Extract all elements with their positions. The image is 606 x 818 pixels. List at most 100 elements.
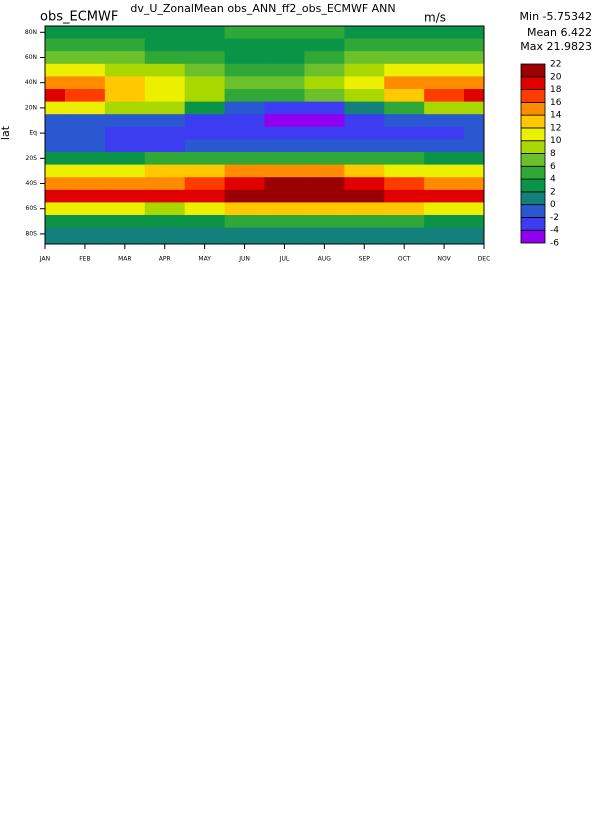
contour-cell [45,63,66,77]
colorbar-label: 12 [550,123,561,133]
contour-cell [304,63,345,77]
contour-cell [384,177,425,191]
contour-cell [264,26,305,40]
contour-cell [464,177,485,191]
y-tick-label: 20S [26,155,38,162]
contour-cell [264,139,305,153]
left-label: obs_ECMWF [40,10,118,25]
contour-cell [304,227,345,245]
contour-cell [64,89,106,103]
contour-cell [184,152,226,166]
chart-title: dv_U_ZonalMean obs_ANN_ff2_obs_ECMWF ANN [130,2,395,15]
colorbar-box [520,165,546,180]
contour-cell [45,51,66,65]
contour-cell [104,152,146,166]
colorbar-box [520,63,546,78]
colorbar-label: 0 [550,200,556,210]
colorbar-label: -2 [550,213,559,223]
colorbar-box [520,114,546,129]
contour-cell [184,189,226,203]
contour-cell [45,38,66,52]
contour-cell [424,101,465,115]
contour-cell [144,101,186,115]
contour-cell [64,152,106,166]
contour-cell [45,189,66,203]
contour-cell [184,177,226,191]
contour-cell [264,177,305,191]
contour-cell [184,126,226,140]
contour-cell [424,126,465,140]
contour-cell [464,26,485,40]
stat: Mean 6.422 [527,26,592,39]
contour-cell [184,51,226,65]
contour-cell [45,126,66,140]
contour-cell [304,76,345,90]
contour-cell [464,189,485,203]
contour-cell [264,152,305,166]
contour-cell [384,152,425,166]
colorbar-label: 2 [550,187,556,197]
contour-cell [344,215,385,229]
contour-cell [104,164,146,178]
contour-cell [464,215,485,229]
contour-cell [224,89,265,103]
stat: Max 21.9823 [520,40,592,53]
contour-cell [344,152,385,166]
contour-cell [184,63,226,77]
y-tick-label: Eq [29,130,37,137]
contour-cell [304,177,345,191]
contour-cell [264,164,305,178]
contour-cell [344,202,385,216]
x-tick-label: MAR [118,256,131,263]
contour-cell [304,126,345,140]
contour-cell [104,38,146,52]
contour-cell [144,139,186,153]
contour-cell [304,26,345,40]
contour-cell [384,63,425,77]
y-tick-label: 60S [26,205,38,212]
contour-cell [344,101,385,115]
contour-cell [144,89,186,103]
contour-cell [264,89,305,103]
contour-cell [384,26,425,40]
contour-cell [344,189,385,203]
contour-cell [384,202,425,216]
contour-cell [384,101,425,115]
contour-cell [424,152,465,166]
contour-cell [224,126,265,140]
contour-cell [384,227,425,245]
contour-cell [64,63,106,77]
y-tick-label: 20N [25,104,37,111]
contour-cell [464,114,485,128]
contour-cell [64,38,106,52]
x-tick-label: JUL [279,256,290,263]
contour-cell [64,26,106,40]
contour-cell [64,51,106,65]
contour-cell [224,139,265,153]
contour-cell [264,63,305,77]
colorbar-label: 16 [550,98,562,108]
stat: Min -5.75342 [520,10,592,23]
contour-cell [64,215,106,229]
contour-cell [384,76,425,90]
contour-cell [464,227,485,245]
contour-cell [144,26,186,40]
contour-cell [344,38,385,52]
contour-cell [45,227,66,245]
contour-cell [344,139,385,153]
contour-cell [184,89,226,103]
contour-cell [424,76,465,90]
contour-cell [224,227,265,245]
contour-cell [184,38,226,52]
contour-cell [304,101,345,115]
contour-cell [344,63,385,77]
x-tick-label: OCT [398,256,411,263]
contour-cell [104,227,146,245]
contour-cell [184,164,226,178]
x-tick-label: DEC [478,256,491,263]
contour-cell [344,89,385,103]
colorbar-label: 4 [550,175,556,185]
contour-cell [64,101,106,115]
x-tick-label: MAY [198,256,211,263]
